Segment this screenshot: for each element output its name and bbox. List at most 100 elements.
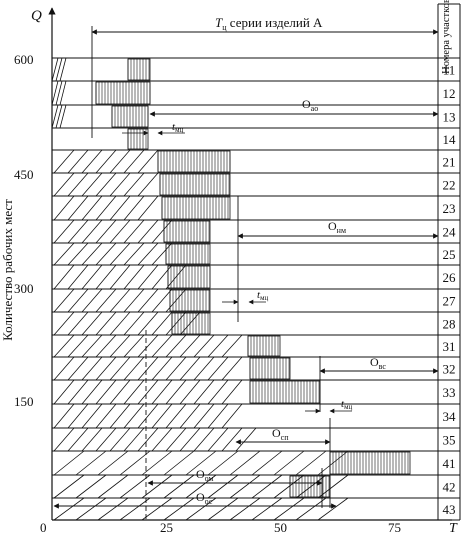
hatch-stroke <box>81 172 103 197</box>
op-25-block <box>165 243 211 265</box>
hatch-stroke <box>95 427 117 452</box>
op-22-block <box>159 173 231 196</box>
hatch-stroke <box>81 288 103 313</box>
hatch-stroke <box>137 219 159 244</box>
hatch-stroke <box>59 57 67 82</box>
hatch-stroke <box>67 427 89 452</box>
hatch-stroke <box>53 427 75 452</box>
op-33-block <box>249 380 321 404</box>
hatch-stroke <box>55 57 63 82</box>
y-tick-600: 600 <box>14 52 34 67</box>
op-35 <box>53 427 257 452</box>
hatch-stroke <box>251 497 283 521</box>
hatch-stroke <box>137 149 159 174</box>
hatch-stroke <box>151 242 173 266</box>
section-label-13: 13 <box>443 110 456 125</box>
hatch-stroke <box>59 80 67 106</box>
hatch-stroke <box>109 288 131 313</box>
o-vs-label: Oвс <box>370 355 386 371</box>
hatch-stroke <box>295 497 327 521</box>
hatch-stroke <box>55 80 63 106</box>
hatch-stroke <box>109 356 131 381</box>
section-grid <box>52 3 461 521</box>
hatch-stroke <box>251 450 283 476</box>
hatch-box <box>249 380 321 404</box>
hatch-stroke <box>151 219 173 244</box>
hatch-stroke <box>67 334 89 358</box>
hatch-stroke <box>67 264 89 290</box>
hatch-stroke <box>81 149 103 174</box>
hatch-stroke <box>207 356 229 381</box>
hatch-stroke <box>53 403 75 429</box>
hatch-stroke <box>123 219 145 244</box>
hatch-stroke <box>53 172 75 197</box>
hatch-stroke <box>109 427 131 452</box>
section-label-41: 41 <box>443 456 456 471</box>
hatch-stroke <box>221 379 243 405</box>
hatch-stroke <box>229 474 261 499</box>
hatch-stroke <box>53 450 85 476</box>
section-label-26: 26 <box>443 270 457 285</box>
hatch-stroke <box>229 497 261 521</box>
hatch-stroke <box>163 450 195 476</box>
section-label-23: 23 <box>443 201 456 216</box>
hatch-stroke <box>109 379 131 405</box>
y-tick-300: 300 <box>14 281 34 296</box>
section-label-12: 12 <box>443 86 456 101</box>
hatch-stroke <box>151 264 173 290</box>
hatch-stroke <box>141 474 173 499</box>
hatch-stroke <box>95 403 117 429</box>
hatch-stroke <box>207 427 229 452</box>
hatch-stroke <box>109 334 131 358</box>
y-axis-symbol: Q <box>31 8 42 24</box>
section-label-21: 21 <box>443 155 456 170</box>
hatch-stroke <box>137 242 159 266</box>
hatch-stroke <box>109 195 131 221</box>
hatch-stroke <box>95 172 117 197</box>
hatch-stroke <box>81 311 103 336</box>
op-33 <box>53 379 243 405</box>
hatch-stroke <box>179 379 201 405</box>
hatch-stroke <box>55 104 63 129</box>
hatch-stroke <box>81 403 103 429</box>
hatch-stroke <box>53 474 85 499</box>
hatch-stroke <box>109 264 131 290</box>
hatch-stroke <box>51 104 59 129</box>
section-labels: 11 12 13 14 21 22 23 24 25 26 27 28 31 32 33 34 35 41 42 43 <box>443 63 457 518</box>
hatch-stroke <box>317 497 349 521</box>
hatch-stroke <box>193 427 215 452</box>
hatch-box <box>161 196 231 220</box>
hatch-stroke <box>67 195 89 221</box>
hatch-stroke <box>95 264 117 290</box>
hatch-stroke <box>137 195 159 221</box>
hatch-stroke <box>137 403 159 429</box>
section-label-14: 14 <box>443 132 457 147</box>
section-label-11: 11 <box>443 63 456 78</box>
hatch-stroke <box>53 497 85 521</box>
y-tick-150: 150 <box>14 394 34 409</box>
operation-hatching <box>51 57 411 521</box>
hatch-stroke <box>165 403 187 429</box>
o-nm-label: Oнм <box>328 219 346 235</box>
hatch-stroke <box>51 80 59 106</box>
section-label-34: 34 <box>443 409 457 424</box>
hatch-stroke <box>81 427 103 452</box>
hatch-stroke <box>123 242 145 266</box>
hatch-stroke <box>165 379 187 405</box>
hatch-stroke <box>151 311 173 336</box>
hatch-stroke <box>123 195 145 221</box>
op-13-start <box>51 104 67 129</box>
hatch-stroke <box>185 450 217 476</box>
hatch-stroke <box>81 242 103 266</box>
hatch-stroke <box>151 427 173 452</box>
hatch-stroke <box>123 403 145 429</box>
op-11 <box>127 58 151 81</box>
op-12-start <box>51 80 67 106</box>
hatch-stroke <box>137 288 159 313</box>
hatch-stroke <box>95 379 117 405</box>
hatch-stroke <box>207 379 229 405</box>
x-axis-symbol: T <box>449 521 458 536</box>
hatch-stroke <box>141 450 173 476</box>
hatch-stroke <box>97 474 129 499</box>
op-28-block <box>171 312 211 335</box>
